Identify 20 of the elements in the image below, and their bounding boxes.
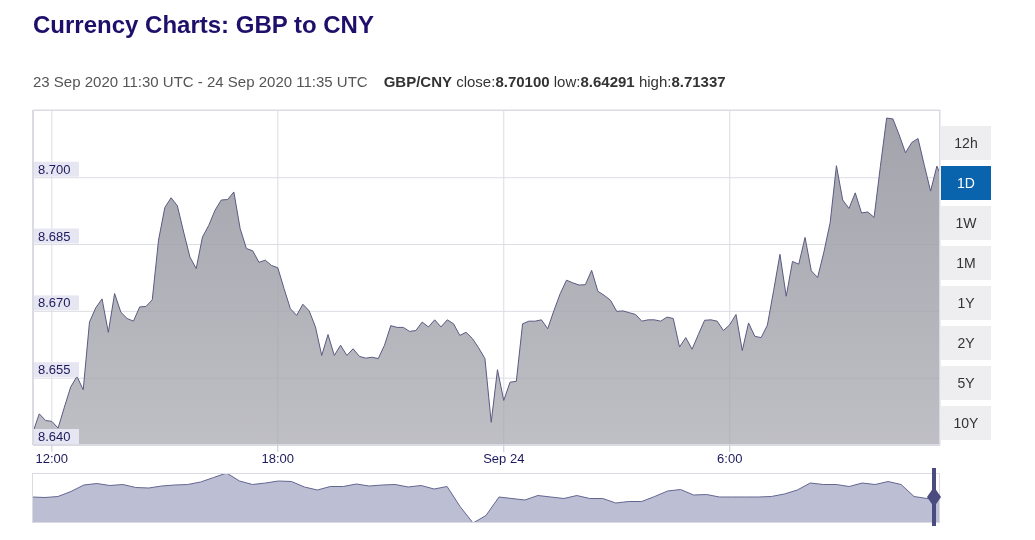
range-button: 5Y [941,366,991,400]
range-button: 12h [941,126,991,160]
chart-title: Currency Charts: GBP to CNY [33,11,374,38]
y-tick-label: 8.700 [38,161,71,177]
y-tick-label: 8.670 [38,295,71,311]
y-tick-label: 8.655 [38,362,71,378]
range-button: 1Y [941,286,991,320]
x-tick-label: 12:00 [35,451,69,467]
range-button: 1D [941,166,991,200]
text: GBP/CNY close:8.70100 low:8.64291 high:8.71337 [383,73,726,90]
range-button: 2Y [941,326,991,360]
range-button: 10Y [941,406,991,440]
y-tick-label: 8.685 [38,228,71,244]
range-button: 1M [941,246,991,280]
y-tick-label: 8.640 [38,429,71,444]
range-button: 1W [941,206,991,240]
chart-subtitle: 23 Sep 2020 11:30 UTC - 24 Sep 2020 11:35 UTC [33,73,368,90]
x-tick-label: 18:00 [261,451,295,467]
x-tick-label: 6:00 [717,451,743,467]
x-tick-label: Sep 24 [483,451,525,467]
